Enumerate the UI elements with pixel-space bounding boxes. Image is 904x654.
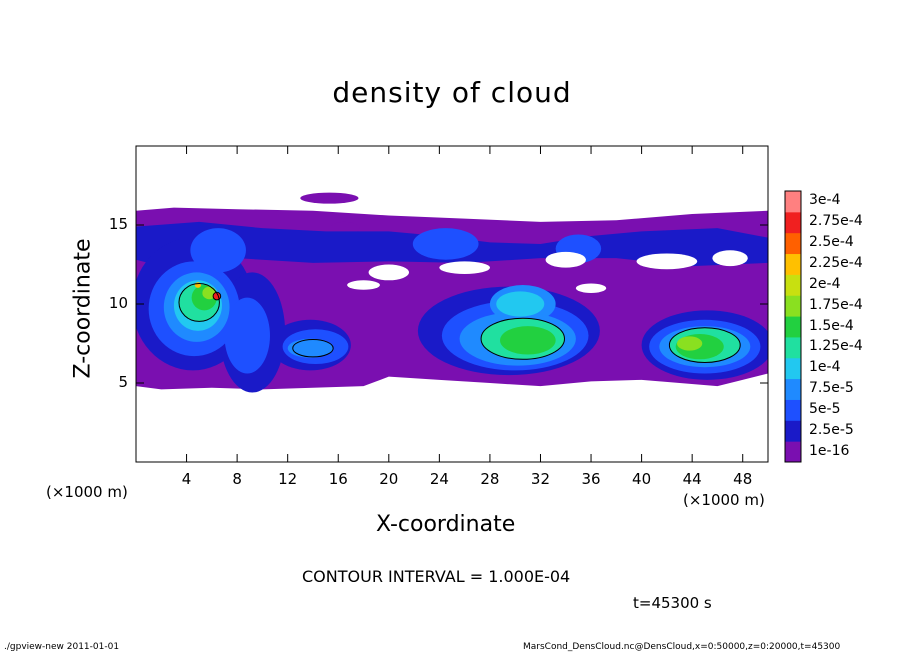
colorbar-label: 1.25e-4 (809, 338, 863, 355)
colorbar-swatch (785, 295, 801, 317)
colorbar-swatch (785, 232, 801, 255)
cloud-blue-patch (412, 228, 479, 260)
density-region (496, 291, 545, 317)
x-tick-label: 32 (530, 470, 551, 488)
cloud-gap (575, 283, 607, 293)
colorbar-frame (784, 190, 802, 463)
contour-line (212, 291, 222, 301)
x-tick-label: 4 (181, 470, 192, 488)
density-region (190, 228, 246, 273)
time-label: t=45300 s (633, 594, 712, 612)
x-tick-label: 20 (379, 470, 399, 488)
x-ticks (186, 146, 744, 462)
contour-line (292, 339, 334, 358)
x-unit-right: (×1000 m) (683, 491, 765, 509)
contour-interval: CONTOUR INTERVAL = 1.000E-04 (302, 567, 571, 586)
x-tick-label: 24 (429, 470, 449, 488)
colorbar-label: 5e-5 (809, 400, 841, 417)
contour-line (480, 317, 565, 360)
colorbar-label: 1.75e-4 (809, 296, 863, 313)
x-tick-label: 8 (232, 470, 242, 488)
chart-title: density of cloud (332, 76, 572, 109)
x-tick-label: 16 (328, 470, 348, 488)
cloud-yellowgreen-patch (676, 336, 703, 351)
cloud-gap (439, 261, 490, 274)
x-tick-label: 12 (278, 470, 298, 488)
contour-line (178, 282, 220, 322)
y-ticks (136, 224, 768, 384)
colorbar-swatch (785, 336, 801, 359)
cloud-gap (636, 253, 698, 270)
density-region (287, 338, 334, 358)
x-tick-label: 36 (581, 470, 601, 488)
cloud-gap (712, 250, 748, 267)
y-axis-label: Z-coordinate (70, 238, 96, 379)
cloud-density-field (136, 192, 768, 393)
x-tick-label: 48 (733, 470, 753, 488)
y-tick-label: 10 (108, 294, 128, 312)
density-region (500, 326, 556, 355)
colorbar-swatch (785, 253, 801, 275)
colorbar-label: 1e-16 (809, 442, 850, 459)
colorbar-swatch (785, 211, 801, 234)
colorbar-label: 2.75e-4 (809, 213, 863, 230)
colorbar-label: 2e-4 (809, 275, 841, 292)
cloud-gap (347, 280, 380, 290)
x-unit-left: (×1000 m) (46, 483, 128, 501)
density-region (224, 297, 270, 374)
colorbar-swatch (785, 378, 801, 400)
cloud-gap (368, 264, 410, 281)
colorbar-label: 3e-4 (809, 192, 841, 209)
footer-right: MarsCond_DensCloud.nc@DensCloud,x=0:5000… (523, 642, 841, 652)
colorbar-swatch (785, 357, 801, 380)
colorbar-swatch (785, 420, 801, 442)
colorbar-swatch (785, 274, 801, 296)
colorbar-label: 2.25e-4 (809, 254, 863, 271)
x-tick-label: 28 (480, 470, 500, 488)
x-tick-label: 44 (682, 470, 702, 488)
y-tick-label: 15 (108, 215, 128, 233)
colorbar-label: 1e-4 (809, 359, 841, 376)
contour-line (668, 327, 741, 363)
density-region (329, 221, 360, 235)
cloud-gap (545, 251, 586, 268)
x-axis-label: X-coordinate (376, 512, 516, 537)
colorbar-label: 1.5e-4 (809, 317, 854, 334)
colorbar-swatch (785, 399, 801, 421)
colorbar-label: 2.5e-4 (809, 234, 854, 251)
colorbar-swatch (785, 441, 801, 463)
y-tick-label: 5 (118, 373, 128, 391)
colorbar-swatch (785, 316, 801, 338)
colorbar-swatch (785, 191, 801, 213)
footer-left: ./gpview-new 2011-01-01 (4, 642, 120, 652)
cloud-patch-top (300, 192, 359, 204)
colorbar-label: 7.5e-5 (809, 380, 854, 397)
colorbar-label: 2.5e-5 (809, 421, 854, 438)
colorbar (784, 190, 802, 463)
x-tick-label: 40 (632, 470, 652, 488)
